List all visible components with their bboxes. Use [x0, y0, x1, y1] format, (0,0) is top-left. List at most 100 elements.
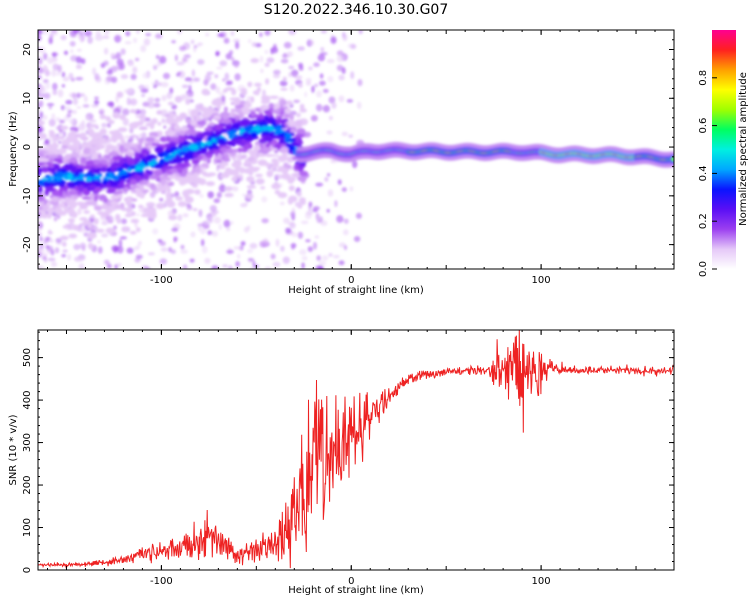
spectrogram-speckle [313, 62, 320, 67]
spectrogram-blob [177, 162, 187, 168]
spectrogram-blob [94, 145, 100, 152]
colorbar-tick-label: 0.2 [698, 213, 709, 229]
spectrogram-blob [121, 142, 132, 149]
spectrogram-speckle [218, 184, 227, 193]
spectrogram-speckle [174, 54, 178, 62]
spectrogram-blob [145, 169, 150, 173]
spectrogram-blob [163, 165, 171, 170]
spectrogram-speckle [217, 33, 225, 38]
spectrogram-blob [245, 125, 252, 132]
spectrogram-speckle [266, 57, 275, 63]
spectrogram-blob [190, 120, 197, 126]
spectrogram-speckle [199, 227, 207, 235]
spectrogram-speckle [154, 97, 161, 103]
spectrogram-blob [41, 166, 49, 173]
spectrogram-speckle [55, 238, 62, 243]
spectrogram-xtick-label: -100 [150, 275, 173, 286]
spectrogram-speckle [203, 225, 210, 230]
spectrogram-blob [220, 128, 228, 134]
snr-ticks: -100 0 100 0 100 200 300 400 500 [22, 330, 675, 587]
spectrogram-blob [299, 197, 306, 202]
spectrogram-speckle [301, 255, 308, 261]
spectrogram-speckle [147, 252, 155, 256]
spectrogram-speckle [214, 74, 219, 79]
spectrogram-blob [111, 133, 118, 141]
spectrogram-speckle [201, 245, 208, 254]
snr-frame [37, 329, 675, 571]
spectrogram-blob [138, 126, 148, 131]
spectrogram-speckle [312, 206, 320, 211]
spectrogram-speckle [211, 230, 218, 237]
spectrogram-speckle [94, 73, 100, 81]
spectrogram-blob [197, 155, 203, 161]
spectrogram-blob [220, 161, 226, 168]
spectrogram-speckle [321, 255, 329, 261]
spectrogram-blob [246, 176, 255, 183]
spectrogram-speckle [330, 158, 336, 164]
spectrogram-speckle [48, 37, 53, 45]
spectrogram-speckle [240, 203, 248, 208]
spectrogram-blob [229, 97, 239, 101]
spectrogram-blob [102, 212, 110, 217]
spectrogram-speckle [341, 187, 347, 193]
spectrogram-speckle [44, 92, 51, 100]
spectrogram-speckle [249, 242, 258, 249]
spectrogram-speckle [206, 215, 214, 224]
spectrogram-blob [119, 144, 125, 152]
spectrogram-blob [63, 205, 68, 210]
spectrogram-speckle [168, 93, 173, 99]
spectrogram-xtick-label: 100 [532, 275, 551, 286]
spectrogram-blob [280, 87, 288, 91]
spectrogram-blob [52, 178, 57, 183]
spectrogram-blob [43, 146, 49, 152]
spectrogram-blob [102, 197, 109, 203]
spectrogram-blob [183, 192, 190, 199]
spectrogram-blob [250, 120, 258, 125]
snr-ytick-label: 200 [22, 475, 33, 494]
spectrogram-blob [82, 147, 92, 155]
spectrogram-blob [116, 91, 124, 98]
spectrogram-speckle [141, 93, 146, 98]
spectrogram-blob [281, 170, 289, 174]
spectrogram-speckle [52, 52, 56, 58]
spectrogram-speckle [76, 48, 82, 52]
spectrogram-speckle [48, 106, 52, 110]
spectrogram-blob [47, 231, 53, 235]
spectrogram-speckle [248, 39, 252, 44]
spectrogram-speckle [264, 30, 271, 36]
spectrogram-blob [137, 153, 144, 159]
spectrogram-speckle [314, 83, 319, 88]
spectrogram-speckle [234, 73, 241, 81]
spectrogram-speckle [326, 173, 331, 177]
spectrogram-speckle [300, 220, 309, 225]
spectrogram-speckle [39, 236, 43, 242]
spectrogram-blob [172, 129, 182, 133]
spectrogram-blob [81, 182, 91, 187]
spectrogram-blob [297, 176, 307, 182]
spectrogram-speckle [273, 73, 280, 79]
spectrogram-blob [138, 114, 145, 120]
spectrogram-blob [295, 133, 305, 138]
spectrogram-speckle [273, 43, 277, 51]
spectrogram-speckle [348, 134, 354, 138]
spectrogram-blob [177, 167, 183, 174]
spectrogram-blob [52, 147, 58, 152]
spectrogram-blob [108, 151, 119, 157]
spectrogram-blob [109, 130, 116, 135]
spectrogram-speckle [42, 253, 48, 257]
spectrogram-speckle [319, 80, 326, 86]
spectrogram-blob [232, 139, 242, 144]
spectrogram-speckle [173, 236, 177, 243]
spectrogram-speckle [184, 77, 193, 82]
spectrogram-blob [141, 189, 150, 193]
spectrogram-speckle [291, 246, 295, 250]
spectrogram-blob [254, 89, 260, 96]
spectrogram-blob [298, 170, 309, 177]
spectrogram-blob [178, 127, 186, 131]
spectrogram-speckle [135, 135, 139, 141]
spectrogram-blob [253, 167, 259, 171]
spectrogram-speckle [331, 102, 337, 109]
spectrogram-speckle [252, 260, 256, 266]
spectrogram-blob [193, 172, 200, 177]
spectrogram-speckle [46, 236, 50, 243]
